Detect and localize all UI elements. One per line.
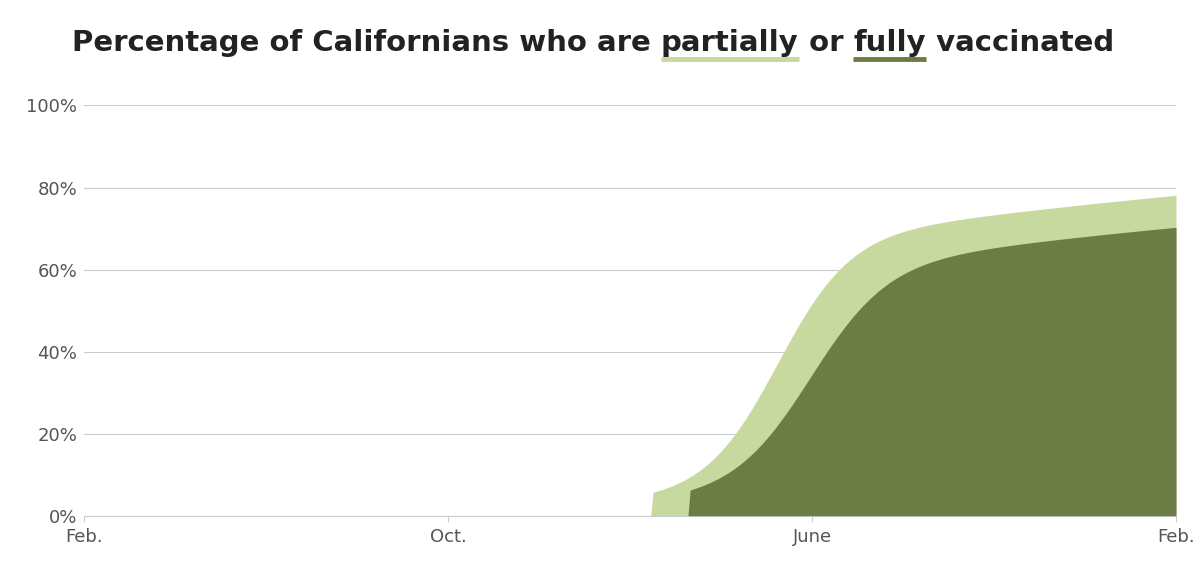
Text: or: or (799, 29, 853, 57)
Text: fully: fully (853, 29, 926, 57)
Text: Percentage of Californians who are: Percentage of Californians who are (72, 29, 661, 57)
Text: vaccinated: vaccinated (926, 29, 1114, 57)
Text: partially: partially (661, 29, 799, 57)
